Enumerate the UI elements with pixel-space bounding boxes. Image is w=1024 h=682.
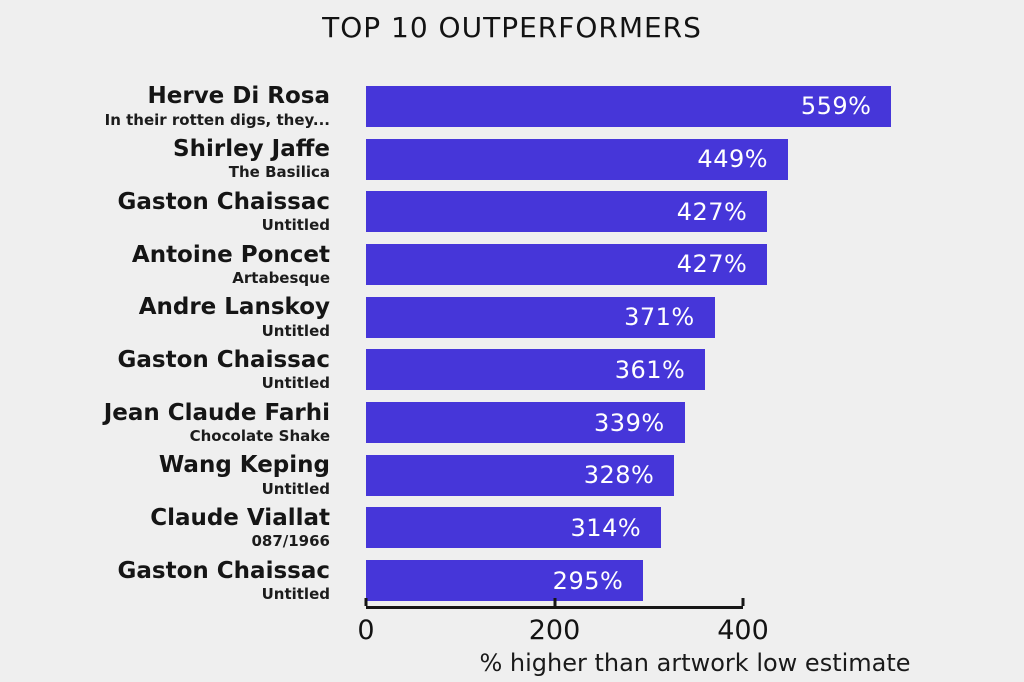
artwork-name: Untitled	[261, 374, 330, 393]
bar-value-label: 427%	[676, 197, 748, 226]
bar: 295%	[366, 560, 644, 602]
bar: 339%	[366, 402, 685, 444]
row-label: Wang Keping Untitled	[0, 453, 330, 497]
chart-row: Shirley Jaffe The Basilica 449%	[0, 133, 1024, 186]
chart-row: Antoine Poncet Artabesque 427%	[0, 238, 1024, 291]
artist-name: Antoine Poncet	[131, 241, 330, 268]
artwork-name: Untitled	[261, 585, 330, 604]
chart-row: Gaston Chaissac Untitled 295%	[0, 554, 1024, 607]
bar-area: 295%	[366, 560, 1024, 602]
row-label: Gaston Chaissac Untitled	[0, 557, 330, 604]
artwork-name: Artabesque	[232, 268, 330, 287]
chart-row: Gaston Chaissac Untitled 427%	[0, 185, 1024, 238]
chart-row: Claude Viallat 087/1966 314%	[0, 502, 1024, 555]
bar: 371%	[366, 296, 715, 338]
x-axis-tick	[741, 598, 745, 606]
artist-name: Gaston Chaissac	[117, 188, 330, 215]
artwork-name: The Basilica	[228, 163, 330, 182]
bar-value-label: 339%	[594, 408, 665, 437]
bar: 427%	[366, 191, 768, 233]
artist-name: Gaston Chaissac	[117, 346, 330, 373]
artist-name: Shirley Jaffe	[173, 136, 330, 163]
artist-name: Andre Lanskoy	[138, 294, 330, 321]
artwork-name: Untitled	[261, 321, 330, 340]
bar-area: 371%	[366, 296, 1024, 338]
bar-value-label: 449%	[697, 145, 769, 174]
x-axis: 0 200 400	[357, 598, 769, 646]
bar-value-label: 295%	[552, 566, 624, 595]
row-label: Gaston Chaissac Untitled	[0, 188, 330, 235]
x-axis-title: % higher than artwork low estimate	[479, 649, 911, 677]
bar-value-label: 361%	[614, 355, 686, 384]
bar: 361%	[366, 349, 706, 391]
bar-area: 449%	[366, 138, 1024, 180]
row-label: Gaston Chaissac Untitled	[0, 346, 330, 393]
artist-name: Claude Viallat	[150, 505, 330, 532]
bar: 314%	[366, 507, 662, 549]
row-label: Jean Claude Farhi Chocolate Shake	[0, 399, 330, 445]
artist-name: Gaston Chaissac	[117, 557, 330, 584]
chart-row: Wang Keping Untitled 328%	[0, 449, 1024, 502]
chart-title: TOP 10 OUTPERFORMERS	[322, 11, 702, 44]
bar: 427%	[366, 243, 768, 285]
artwork-name: In their rotten digs, they...	[104, 110, 330, 129]
artwork-name: Untitled	[261, 216, 330, 235]
chart-row: Jean Claude Farhi Chocolate Shake 339%	[0, 396, 1024, 449]
bar: 328%	[366, 454, 675, 496]
artwork-name: Untitled	[261, 479, 330, 498]
artist-name: Herve Di Rosa	[147, 83, 331, 110]
bar-area: 339%	[366, 402, 1024, 444]
chart-row: Herve Di Rosa In their rotten digs, they.…	[0, 80, 1024, 133]
bar-value-label: 427%	[676, 250, 748, 279]
bar-area: 427%	[366, 191, 1024, 233]
row-label: Andre Lanskoy Untitled	[0, 294, 330, 340]
bar-value-label: 328%	[583, 461, 655, 490]
row-label: Antoine Poncet Artabesque	[0, 241, 330, 287]
bar: 449%	[366, 138, 789, 180]
x-axis-tick	[364, 598, 368, 606]
bar-area: 559%	[366, 85, 1024, 127]
x-axis-tick-label: 400	[717, 615, 769, 646]
row-label: Shirley Jaffe The Basilica	[0, 136, 330, 182]
bar-area: 361%	[366, 349, 1024, 391]
chart-row: Gaston Chaissac Untitled 361%	[0, 344, 1024, 397]
x-axis-tick-labels: 0 200 400	[357, 609, 768, 646]
bar: 559%	[366, 85, 892, 127]
x-axis-tick-label: 200	[528, 615, 581, 646]
bar-value-label: 314%	[570, 513, 642, 542]
row-label: Herve Di Rosa In their rotten digs, they.…	[0, 84, 330, 128]
bar-value-label: 559%	[800, 92, 872, 121]
x-axis-tick	[553, 598, 556, 606]
bar-rows-container: Herve Di Rosa In their rotten digs, they.…	[0, 80, 1024, 607]
bar-area: 314%	[366, 507, 1024, 549]
row-label: Claude Viallat 087/1966	[0, 505, 330, 551]
x-axis-tick-label: 0	[357, 615, 375, 646]
artist-name: Wang Keping	[158, 452, 330, 479]
bar-area: 328%	[366, 454, 1024, 496]
artwork-name: Chocolate Shake	[189, 426, 330, 445]
chart-row: Andre Lanskoy Untitled 371%	[0, 291, 1024, 344]
artist-name: Jean Claude Farhi	[103, 399, 330, 426]
bar-value-label: 371%	[624, 303, 695, 332]
x-axis-line	[364, 598, 745, 609]
artwork-name: 087/1966	[251, 532, 330, 551]
bar-area: 427%	[366, 243, 1024, 285]
